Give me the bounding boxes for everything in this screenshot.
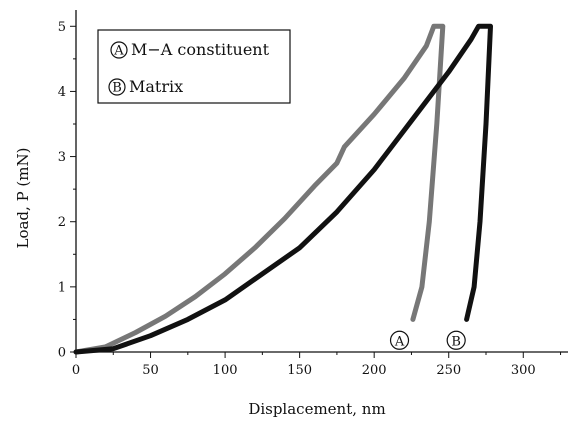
y-tick-label: 0 — [58, 346, 66, 361]
legend: A M−A constituent B Matrix — [98, 30, 290, 103]
y-tick-label: 2 — [58, 215, 66, 230]
legend-entry-a: A M−A constituent — [111, 40, 270, 59]
y-tick-label: 5 — [58, 20, 66, 35]
y-tick-label: 4 — [58, 85, 66, 100]
curve-label-a: A — [394, 334, 405, 349]
curve-label-b: B — [451, 334, 461, 349]
x-tick-label: 100 — [213, 363, 238, 378]
x-tick-label: 200 — [362, 363, 387, 378]
x-tick-label: 0 — [72, 363, 80, 378]
legend-label-b: Matrix — [129, 77, 183, 96]
x-tick-label: 150 — [287, 363, 312, 378]
x-tick-label: 250 — [436, 363, 461, 378]
x-axis-title: Displacement, nm — [248, 400, 385, 418]
x-tick-label: 300 — [511, 363, 536, 378]
legend-entry-b: B Matrix — [109, 77, 183, 96]
y-tick-label: 1 — [58, 280, 66, 295]
legend-label-a: M−A constituent — [131, 40, 270, 59]
x-tick-label: 50 — [142, 363, 159, 378]
legend-marker-a: A — [113, 44, 124, 59]
y-tick-label: 3 — [58, 150, 66, 165]
legend-marker-b: B — [112, 81, 122, 96]
y-axis-title: Load, P (mN) — [14, 148, 32, 249]
